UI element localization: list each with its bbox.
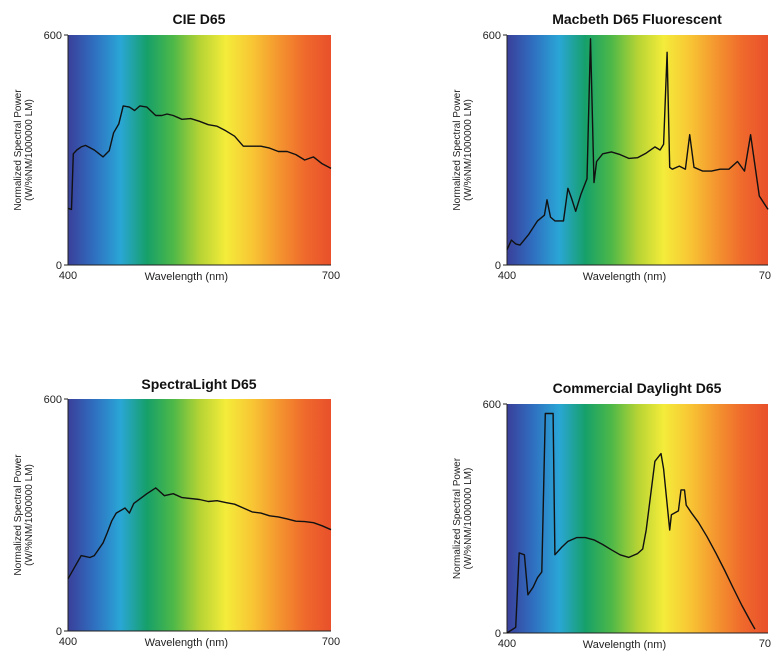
spectrum-background <box>507 404 768 633</box>
y-axis-label: (W/%NM/1000000 LM) <box>463 99 474 201</box>
x-axis-label: Wavelength (nm) <box>145 637 228 649</box>
chart-title: SpectraLight D65 <box>141 376 256 392</box>
y-axis-label: Normalized Spectral Power <box>13 454 24 576</box>
spectral-power-line <box>67 487 332 580</box>
y-axis-label: Normalized Spectral Power <box>13 89 24 211</box>
y-tick-label: 600 <box>44 394 62 406</box>
spectral-power-line <box>67 105 332 211</box>
y-tick-label: 0 <box>495 260 501 272</box>
spectrum-background <box>507 35 768 265</box>
x-tick-label: 400 <box>498 270 516 282</box>
x-axis-label: Wavelength (nm) <box>583 639 666 651</box>
y-axis-label: Normalized Spectral Power <box>452 89 463 211</box>
x-axis-label: Wavelength (nm) <box>583 271 666 283</box>
x-tick-label: 400 <box>59 270 77 282</box>
x-tick-label: 700 <box>759 638 771 650</box>
y-tick-label: 0 <box>56 260 62 272</box>
x-tick-label: 700 <box>322 636 340 648</box>
spectrum-background <box>68 35 331 265</box>
chart-title: CIE D65 <box>173 11 226 27</box>
chart-title: Commercial Daylight D65 <box>553 380 722 396</box>
y-axis-label: Normalized Spectral Power <box>452 457 463 579</box>
y-tick-label: 600 <box>44 30 62 42</box>
y-tick-label: 600 <box>483 399 501 411</box>
chart-title: Macbeth D65 Fluorescent <box>552 11 722 27</box>
y-axis-label: (W/%NM/1000000 LM) <box>24 464 35 566</box>
y-tick-label: 0 <box>56 626 62 638</box>
x-tick-label: 700 <box>322 270 340 282</box>
spectrum-background <box>68 399 331 631</box>
x-axis-label: Wavelength (nm) <box>145 271 228 283</box>
spectral-power-line <box>506 38 769 250</box>
y-tick-label: 600 <box>483 30 501 42</box>
x-tick-label: 400 <box>498 638 516 650</box>
spectral-power-line <box>506 412 756 634</box>
x-tick-label: 700 <box>759 270 771 282</box>
y-axis-label: (W/%NM/1000000 LM) <box>463 468 474 570</box>
x-tick-label: 400 <box>59 636 77 648</box>
y-tick-label: 0 <box>495 628 501 640</box>
y-axis-label: (W/%NM/1000000 LM) <box>24 99 35 201</box>
